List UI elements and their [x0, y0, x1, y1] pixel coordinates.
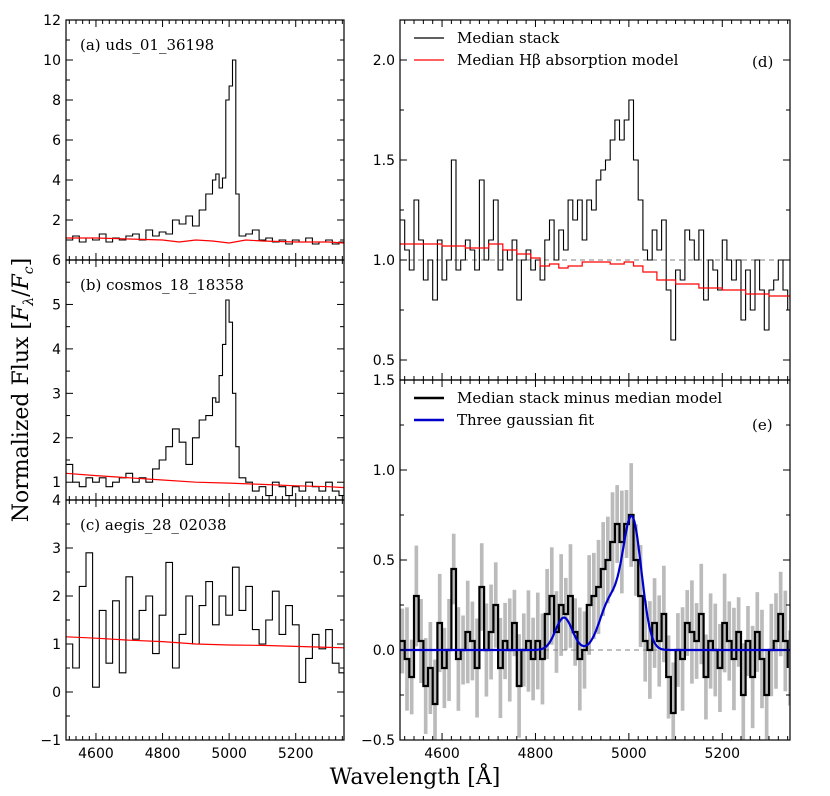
axes-frame [65, 19, 345, 261]
y-tick-label: 4 [52, 173, 61, 189]
panel-label: (c) aegis_28_02038 [80, 516, 227, 534]
y-tick-label: 0 [52, 685, 61, 701]
y-tick-label: 0.5 [373, 553, 395, 569]
x-tick-label: 4800 [145, 746, 181, 762]
y-tick-label: 1.5 [373, 373, 395, 389]
series-spectrum [66, 59, 344, 245]
legend-label: Median Hβ absorption model [457, 51, 679, 69]
y-tick-label: 8 [52, 93, 61, 109]
panel-label: (b) cosmos_18_18358 [80, 276, 244, 294]
legend-label: Median stack minus median model [457, 389, 722, 407]
panel-a: 2 4 6 8 10 12 (a) uds_01_36198 [43, 13, 345, 261]
x-axis-title: Wavelength [Å] [330, 762, 501, 790]
plot-area [400, 99, 790, 341]
axes-frame [399, 19, 791, 381]
x-tick-label: 4600 [424, 746, 460, 762]
x-tick-label: 4600 [78, 746, 114, 762]
x-tick-label: 5000 [611, 746, 647, 762]
y-tick-label: 2 [52, 431, 61, 447]
y-tick-label: −1 [40, 733, 61, 749]
y-tick-label: 6 [52, 133, 61, 149]
series-spectrum [66, 299, 344, 497]
series-absorption-model [66, 237, 344, 244]
panel-label: (a) uds_01_36198 [80, 36, 214, 54]
legend-label: Median stack [457, 29, 560, 47]
series-absorption-model [66, 472, 344, 489]
y-tick-label: 4 [52, 493, 61, 509]
x-tick-label: 4800 [518, 746, 554, 762]
series-median-stack-minus-median-model [400, 513, 789, 715]
series-absorption-model [66, 636, 344, 649]
error-bar [671, 662, 676, 740]
y-axis-title: Normalized Flux [Fλ/Fc] [9, 258, 37, 522]
x-tick-label: 5000 [211, 746, 247, 762]
y-tick-label: 3 [52, 541, 61, 557]
panel-d: 0.5 1.0 1.5 2.0 (d) Median stack Median Hβ abs… [373, 19, 791, 381]
y-tick-label: 0.0 [373, 643, 395, 659]
y-tick-label: 2 [52, 589, 61, 605]
y-tick-label: 12 [43, 13, 61, 29]
y-tick-label: 2 [52, 213, 61, 229]
panel-label: (e) [752, 416, 773, 434]
x-tick-label: 5200 [278, 746, 314, 762]
y-tick-label: 1.0 [373, 463, 395, 479]
y-tick-label: 5 [52, 297, 61, 313]
y-tick-label: 1.5 [373, 153, 395, 169]
x-tick-label: 5200 [704, 746, 740, 762]
y-tick-label: 6 [52, 253, 61, 269]
y-tick-label: 2.0 [373, 53, 395, 69]
y-tick-label: 3 [52, 386, 61, 402]
y-tick-label: 10 [43, 53, 61, 69]
y-tick-label: 1.0 [373, 253, 395, 269]
axes-frame [65, 499, 345, 741]
y-tick-label: 4 [52, 342, 61, 358]
panel-label: (d) [752, 53, 773, 71]
series-median-stack [400, 99, 789, 341]
panel-b: 1 2 3 4 5 6 (b) cosmos_18_18358 [52, 253, 345, 501]
legend-label: Three gaussian fit [457, 411, 594, 429]
series-spectrum [66, 552, 344, 692]
plot-area [400, 463, 790, 740]
y-tick-label: 0.5 [373, 353, 395, 369]
y-tick-label: 1 [52, 637, 61, 653]
y-tick-label: 1 [52, 475, 61, 491]
plot-area [66, 59, 344, 245]
panel-e: −0.5 0.0 0.5 1.0 1.5 4600 4800 5000 5200 (e) Media… [361, 373, 791, 762]
series-three-gaussian-fit [400, 514, 790, 652]
panel-c: −1 0 1 2 3 4 4600 4800 5000 5200 (c) aegis_28_0203… [40, 493, 345, 762]
plot-area [66, 299, 344, 497]
error-bar [433, 659, 437, 740]
axes-frame [65, 259, 345, 501]
plot-area [66, 552, 344, 692]
error-bar [788, 630, 790, 706]
error-bar [741, 643, 746, 740]
y-tick-label: −0.5 [361, 733, 395, 749]
series-median-h-absorption-model [400, 243, 790, 300]
